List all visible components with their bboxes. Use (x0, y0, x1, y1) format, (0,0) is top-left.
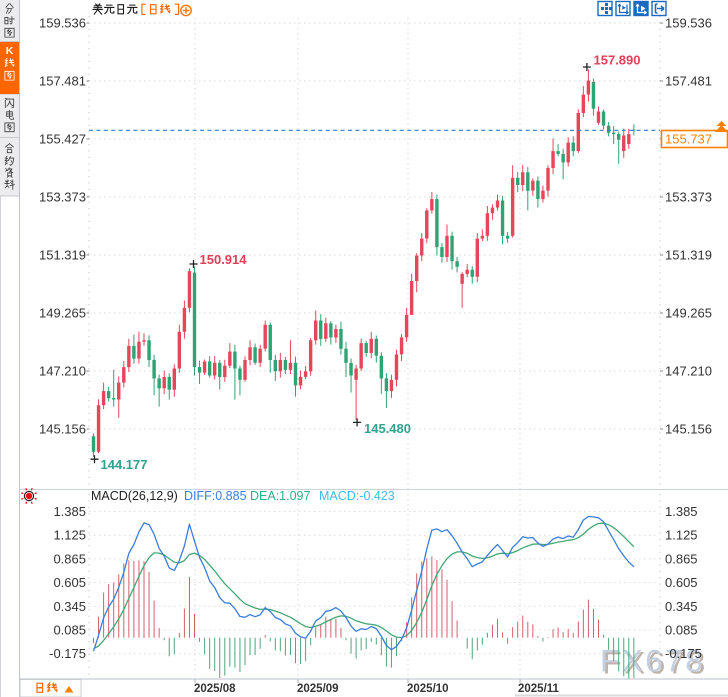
svg-text:0.085: 0.085 (665, 622, 698, 637)
svg-text:147.210: 147.210 (39, 364, 86, 379)
svg-text:K: K (6, 45, 14, 57)
svg-text:155.427: 155.427 (39, 132, 86, 147)
svg-text:150.914: 150.914 (200, 252, 248, 267)
svg-text:0.345: 0.345 (53, 599, 86, 614)
svg-text:DIFF:0.885: DIFF:0.885 (184, 489, 247, 503)
svg-text:-0.175: -0.175 (49, 646, 86, 661)
svg-text:149.265: 149.265 (665, 306, 712, 321)
svg-text:144.177: 144.177 (101, 457, 148, 472)
svg-text:0.085: 0.085 (53, 622, 86, 637)
svg-text:155.737: 155.737 (665, 132, 712, 147)
svg-text:153.373: 153.373 (39, 190, 86, 205)
svg-text:153.373: 153.373 (665, 190, 712, 205)
svg-text:151.319: 151.319 (665, 248, 712, 263)
svg-text:FX678: FX678 (603, 645, 708, 681)
svg-text:147.210: 147.210 (665, 364, 712, 379)
svg-text:FX678: FX678 (600, 643, 705, 679)
svg-text:159.536: 159.536 (39, 16, 86, 31)
svg-text:-0.175: -0.175 (665, 646, 702, 661)
svg-text:2025/10: 2025/10 (407, 683, 449, 695)
svg-text:1.125: 1.125 (665, 528, 698, 543)
svg-text:0.605: 0.605 (665, 575, 698, 590)
svg-text:0.865: 0.865 (665, 551, 698, 566)
svg-text:MACD:-0.423: MACD:-0.423 (319, 489, 395, 503)
svg-text:145.480: 145.480 (364, 421, 411, 436)
svg-text:1.385: 1.385 (665, 504, 698, 519)
svg-text:145.156: 145.156 (39, 422, 86, 437)
svg-text:DEA:1.097: DEA:1.097 (250, 489, 311, 503)
svg-text:157.890: 157.890 (594, 53, 641, 68)
svg-text:1.125: 1.125 (53, 528, 86, 543)
svg-text:151.319: 151.319 (39, 248, 86, 263)
svg-text:0.345: 0.345 (665, 599, 698, 614)
svg-text:1.385: 1.385 (53, 504, 86, 519)
svg-text:MACD(26,12,9): MACD(26,12,9) (91, 489, 178, 503)
svg-text:159.536: 159.536 (665, 16, 712, 31)
svg-text:0.865: 0.865 (53, 551, 86, 566)
svg-text:145.156: 145.156 (665, 422, 712, 437)
svg-text:2025/11: 2025/11 (518, 683, 560, 695)
svg-text:0.605: 0.605 (53, 575, 86, 590)
svg-text:157.481: 157.481 (665, 74, 712, 89)
svg-text:2025/08: 2025/08 (194, 683, 236, 695)
svg-text:157.481: 157.481 (39, 74, 86, 89)
svg-text:149.265: 149.265 (39, 306, 86, 321)
svg-text:2025/09: 2025/09 (297, 683, 339, 695)
